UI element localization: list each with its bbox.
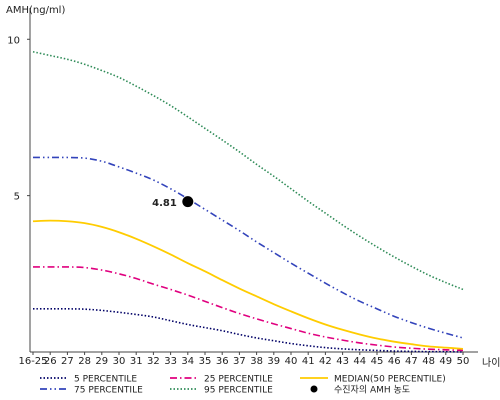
x-tick-label-27: 27 (61, 356, 74, 367)
series-line-0 (32, 308, 464, 353)
y-axis-label: AMH(ng/ml) (6, 5, 65, 16)
series-line-2 (32, 219, 464, 350)
legend-label-1: 25 PERCENTILE (204, 375, 273, 385)
legend-label-3: 75 PERCENTILE (74, 386, 143, 396)
x-tick-label-36: 36 (216, 356, 229, 367)
x-tick-label-50: 50 (457, 356, 470, 367)
series-line-4 (32, 50, 464, 291)
x-tick-label-41: 41 (302, 356, 315, 367)
x-tick-label-40: 40 (285, 356, 298, 367)
series-line-3 (33, 156, 464, 339)
x-tick-label-33: 33 (164, 356, 177, 367)
x-tick-label-46: 46 (388, 356, 401, 367)
legend-label-2: MEDIAN(50 PERCENTILE) (334, 375, 446, 385)
legend-label-4: 95 PERCENTILE (204, 386, 273, 396)
x-tick-label-29: 29 (95, 356, 108, 367)
x-tick-label-28: 28 (78, 356, 91, 367)
x-tick-label-32: 32 (147, 356, 160, 367)
x-tick-label-34: 34 (181, 356, 194, 367)
y-tick-label-5: 5 (14, 192, 20, 203)
series-line-1 (33, 266, 464, 352)
x-tick-label-31: 31 (130, 356, 143, 367)
legend-marker-swatch (310, 385, 318, 393)
x-tick-label-47: 47 (405, 356, 418, 367)
x-tick-label-45: 45 (371, 356, 384, 367)
marker-point (182, 196, 194, 208)
x-tick-label-48: 48 (422, 356, 435, 367)
x-tick-label-16-25: 16-25 (18, 356, 47, 367)
y-tick-label-10: 10 (7, 35, 20, 46)
marker-value-label: 4.81 (152, 198, 177, 209)
x-axis-label: 나이 (482, 357, 500, 369)
x-tick-label-35: 35 (199, 356, 212, 367)
legend-label-0: 5 PERCENTILE (74, 375, 137, 385)
x-tick-label-38: 38 (250, 356, 263, 367)
legend-marker-label: 수진자의 AMH 농도 (334, 385, 410, 396)
x-tick-label-49: 49 (439, 356, 452, 367)
x-tick-label-43: 43 (336, 356, 349, 367)
x-tick-label-44: 44 (353, 356, 366, 367)
x-tick-label-26: 26 (44, 356, 57, 367)
x-tick-label-30: 30 (113, 356, 126, 367)
x-tick-label-42: 42 (319, 356, 332, 367)
x-tick-label-37: 37 (233, 356, 246, 367)
x-tick-label-39: 39 (267, 356, 280, 367)
